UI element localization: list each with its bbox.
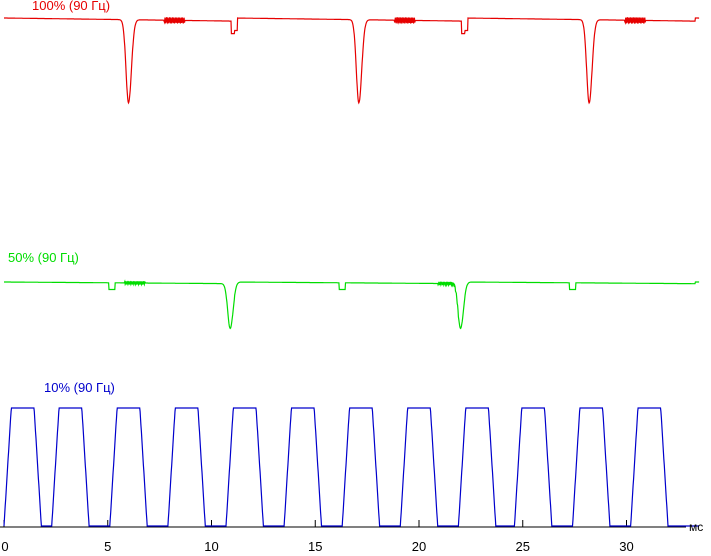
x-axis-unit: мс	[689, 520, 704, 534]
series-label-10-percent: 10% (90 Гц)	[44, 380, 115, 395]
trace-100-percent	[4, 17, 700, 105]
trace-10-percent	[3, 407, 700, 527]
x-tick-label: 5	[104, 539, 112, 554]
x-tick-label: 15	[308, 539, 323, 554]
x-tick-label: 25	[515, 539, 530, 554]
x-tick-label: 10	[204, 539, 219, 554]
x-tick-label: 20	[411, 539, 427, 554]
series-label-100-percent: 100% (90 Гц)	[32, 0, 111, 13]
trace-50-percent	[4, 279, 700, 330]
x-tick-label: 0	[1, 539, 9, 554]
x-tick-label: 30	[619, 539, 634, 554]
series-label-50-percent: 50% (90 Гц)	[8, 250, 79, 265]
